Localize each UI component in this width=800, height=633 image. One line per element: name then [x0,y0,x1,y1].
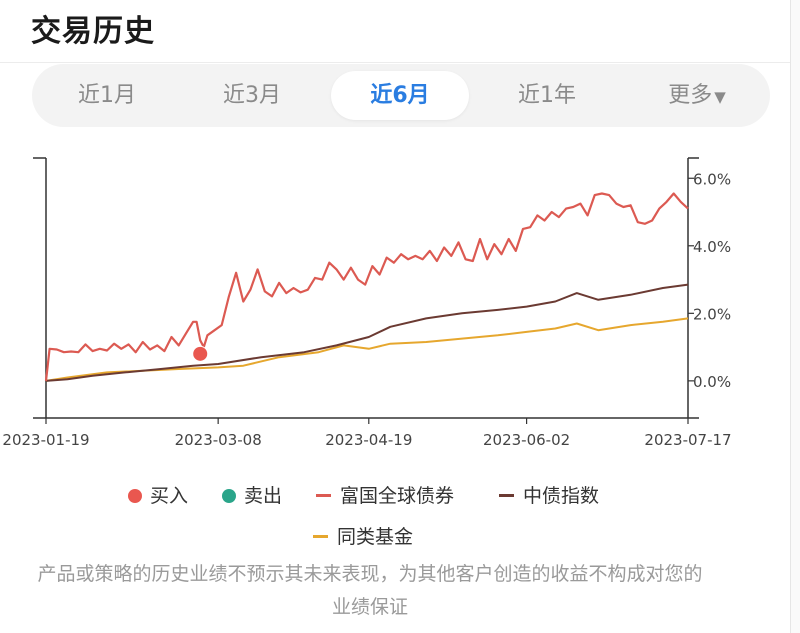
tab-1-year[interactable]: 近1年 [492,71,602,120]
range-tabs: 近1月 近3月 近6月 近1年 更多 ▼ [32,64,770,127]
y-tick-label: 0.0% [693,373,731,391]
tab-3-months[interactable]: 近3月 [197,71,307,120]
y-tick-label: 4.0% [693,238,731,256]
x-tick-label: 2023-01-19 [2,431,89,449]
tab-6-months-label: 近6月 [370,83,430,108]
peer-line-icon [313,535,328,538]
legend-item-sell[interactable]: 卖出 [222,483,282,509]
legend-label-sell: 卖出 [244,485,283,507]
y-tick-label: 6.0% [693,170,731,188]
tab-more-label: 更多 [668,83,713,108]
performance-chart: 0.0% 2.0% 4.0% 6.0% 2023-01-19 2023-03-08 2023… [2,157,732,449]
chart-markers [192,345,209,362]
x-tick-label: 2023-04-19 [325,431,412,449]
chart-axes: 0.0% 2.0% 4.0% 6.0% 2023-01-19 2023-03-08 2023… [2,157,732,449]
legend-label-buy: 买入 [150,485,189,507]
series-line-index [45,283,689,382]
scrollbar-track[interactable] [790,0,800,633]
legend-label-peer: 同类基金 [337,526,414,548]
disclaimer-text: 产品或策略的历史业绩不预示其未来表现，为其他客户创造的收益不构成对您的业绩保证 [37,563,703,618]
tab-1-month-label: 近1月 [78,83,136,108]
tab-1-month[interactable]: 近1月 [52,71,162,120]
header-divider [0,62,800,63]
index-line-icon [499,494,514,497]
legend-item-fund[interactable]: 富国全球债券 [316,483,454,509]
chart-series [44,192,689,382]
tab-3-months-label: 近3月 [223,83,281,108]
legend-item-peer[interactable]: 同类基金 [313,524,413,550]
sell-dot-icon [222,489,236,503]
buy-marker [192,345,209,362]
x-tick-label: 2023-06-02 [483,431,570,449]
series-line-fund [44,192,689,382]
y-tick-label: 2.0% [693,305,731,323]
legend-item-index[interactable]: 中债指数 [499,483,599,509]
legend-item-buy[interactable]: 买入 [128,483,188,509]
legend-label-index: 中债指数 [523,485,600,507]
page-title: 交易历史 [31,14,155,49]
x-tick-label: 2023-07-17 [644,431,731,449]
tab-6-months[interactable]: 近6月 [331,71,469,120]
tab-more[interactable]: 更多 ▼ [642,71,752,120]
tab-1-year-label: 近1年 [518,83,576,108]
fund-line-icon [316,494,331,497]
chevron-down-icon: ▼ [714,88,726,106]
x-tick-label: 2023-03-08 [175,431,262,449]
legend-label-fund: 富国全球债券 [340,485,455,507]
buy-dot-icon [128,489,142,503]
